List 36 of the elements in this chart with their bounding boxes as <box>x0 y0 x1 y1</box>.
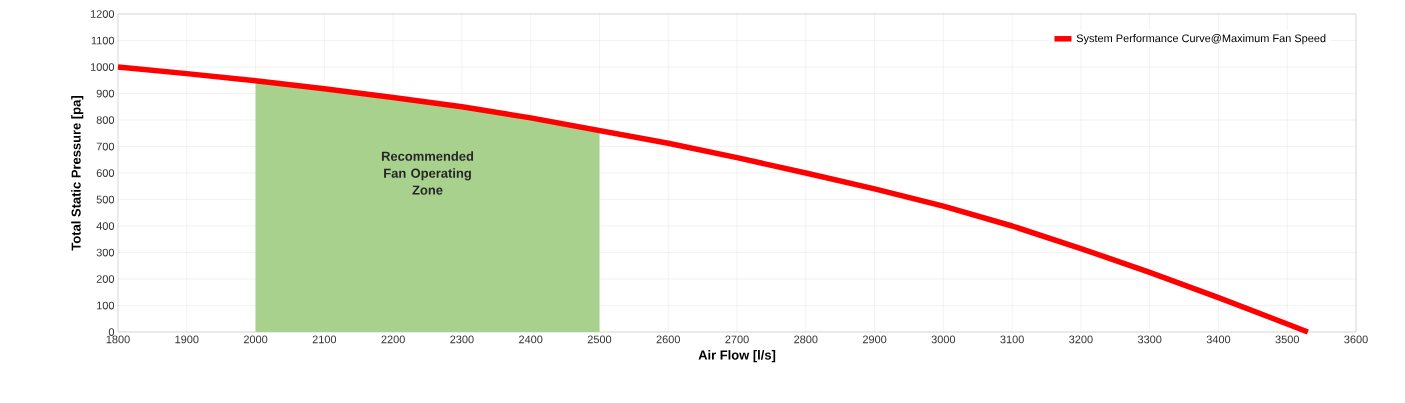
y-tick-label: 1000 <box>90 63 115 71</box>
x-tick-label: 3400 <box>1206 335 1231 344</box>
y-tick-label: 500 <box>96 195 115 204</box>
y-tick-label: 0 <box>108 328 115 336</box>
x-tick-label: 3600 <box>1344 335 1368 344</box>
x-tick-label: 3100 <box>1000 335 1024 344</box>
legend-label: System Performance Curve@Maximum Fan Speed <box>1076 34 1326 45</box>
x-tick-label: 1900 <box>175 335 199 344</box>
y-tick-label: 400 <box>96 222 115 230</box>
y-tick-label: 100 <box>97 301 115 310</box>
y-tick-label: 200 <box>96 275 115 283</box>
x-tick-label: 2200 <box>381 335 405 344</box>
y-tick-label: 900 <box>96 89 115 98</box>
x-tick-label: 1800 <box>106 335 130 344</box>
x-tick-label: 3300 <box>1137 335 1162 344</box>
band-label: Recommended Fan Operating Zone <box>381 151 474 195</box>
x-axis-title: Air Flow [l/s] <box>698 350 776 363</box>
y-tick-label: 300 <box>96 248 115 257</box>
x-tick-label: 2500 <box>587 335 612 344</box>
y-tick-label: 600 <box>96 169 115 177</box>
y-tick-label: 800 <box>96 116 115 124</box>
x-tick-label: 3200 <box>1069 335 1093 344</box>
x-tick-label: 2900 <box>862 335 887 344</box>
x-tick-label: 3000 <box>931 335 956 344</box>
y-tick-label: 700 <box>96 142 115 151</box>
y-axis-title: Total Static Pressure [pa] <box>71 96 84 251</box>
y-tick-label: 1200 <box>90 10 115 18</box>
x-tick-label: 2700 <box>725 335 749 344</box>
x-tick-label: 2600 <box>656 335 680 344</box>
x-tick-label: 3500 <box>1275 335 1299 344</box>
x-tick-label: 2100 <box>312 335 337 344</box>
x-tick-label: 2400 <box>519 335 543 344</box>
y-tick-label: 1100 <box>91 36 115 45</box>
x-tick-label: 2800 <box>794 335 818 344</box>
x-tick-label: 2000 <box>243 335 268 344</box>
x-tick-label: 2300 <box>450 335 474 344</box>
